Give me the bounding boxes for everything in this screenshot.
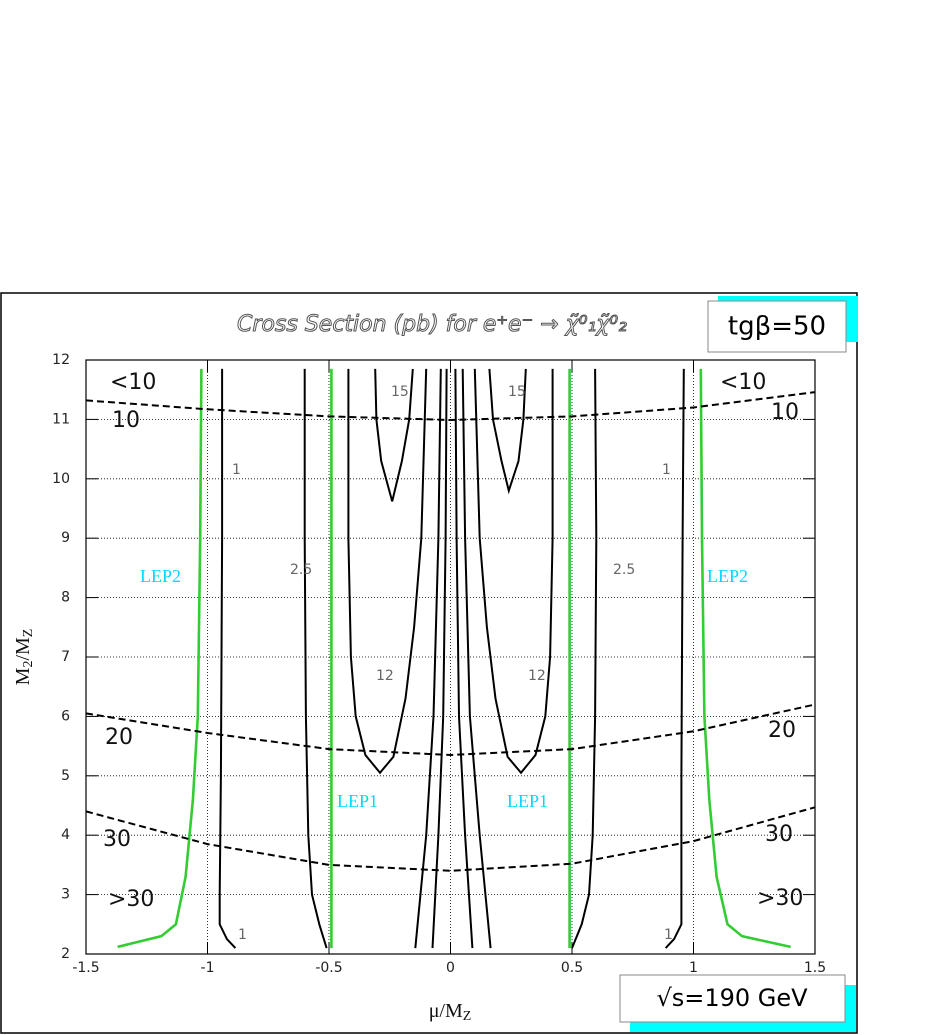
contour-label: 1: [238, 927, 247, 943]
region-label: 10: [112, 408, 140, 433]
dashed-contour: [85, 391, 816, 422]
contour-line: [414, 368, 442, 949]
contour-label: 15: [508, 384, 526, 400]
param-box: [707, 300, 847, 353]
x-tick-label: 1: [689, 960, 698, 976]
lep-label: LEP1: [507, 791, 548, 811]
y-label-part: /M: [12, 637, 34, 661]
x-axis-label: μ/MZ: [429, 1000, 472, 1025]
contour-label: 15: [391, 384, 409, 400]
y-tick-label: 7: [61, 649, 70, 665]
lep-label: LEP2: [707, 566, 748, 586]
contour-line: [347, 368, 428, 775]
x-tick-label: -1.5: [72, 960, 99, 976]
contour-line: [117, 368, 203, 949]
region-label: <10: [720, 370, 766, 395]
x-label-part: μ/M: [429, 1000, 463, 1022]
contour-line: [664, 368, 685, 949]
contour-line: [473, 368, 554, 775]
y-tick-label: 6: [61, 708, 70, 724]
energy-box: [619, 974, 846, 1023]
contour-line: [699, 368, 791, 949]
dashed-contour: [85, 806, 816, 872]
contour-line: [454, 368, 474, 949]
dashed-contour: [85, 703, 816, 757]
x-tick-label: 0: [446, 960, 455, 976]
contour-line: [303, 368, 328, 949]
y-tick-label: 12: [52, 352, 70, 368]
contour-label: 12: [528, 668, 546, 684]
contour-label: 1: [662, 462, 671, 478]
y-label-part: M: [12, 667, 34, 685]
y-tick-label: 8: [61, 590, 70, 606]
x-label-sub: Z: [463, 1009, 472, 1024]
y-tick-label: 11: [52, 411, 70, 427]
contour-line: [218, 368, 237, 949]
frame: [0, 292, 858, 1034]
region-label: >30: [757, 886, 803, 911]
lep-label: LEP1: [337, 791, 378, 811]
region-label: 20: [768, 718, 796, 743]
region-label: 30: [103, 827, 131, 852]
y-label-sub: 2: [21, 661, 36, 668]
x-tick-label: -0.5: [315, 960, 342, 976]
y-tick-label: 5: [61, 768, 70, 784]
y-tick-label: 9: [61, 530, 70, 546]
energy-text: √s=190 GeV: [656, 984, 808, 1012]
y-tick-label: 10: [52, 471, 70, 487]
lep-label: LEP2: [140, 566, 181, 586]
region-label: 20: [105, 725, 133, 750]
contour-line: [431, 368, 448, 949]
contour-label: 1: [664, 927, 673, 943]
contour-label: 2.5: [290, 562, 312, 578]
x-tick-label: 0.5: [561, 960, 583, 976]
contour-line: [461, 368, 492, 949]
contour-label: 1: [232, 462, 241, 478]
y-axis-label: M2/MZ: [12, 629, 37, 686]
region-label: 30: [765, 822, 793, 847]
region-label: >30: [108, 887, 154, 912]
x-tick-label: -1: [201, 960, 215, 976]
region-label: 10: [771, 400, 799, 425]
contour-line: [571, 368, 598, 949]
chart-title: Cross Section (pb) for e⁺e⁻ → χ̃⁰₁χ̃⁰₂: [237, 312, 627, 337]
param-text: tgβ=50: [728, 312, 826, 342]
region-label: <10: [110, 370, 156, 395]
contour-label: 2.5: [613, 562, 635, 578]
y-tick-label: 2: [61, 946, 70, 962]
contour-label: 12: [376, 668, 394, 684]
y-label-sub: Z: [21, 629, 36, 638]
y-tick-label: 4: [61, 827, 70, 843]
x-tick-label: 1.5: [804, 960, 826, 976]
y-tick-label: 3: [61, 887, 70, 903]
